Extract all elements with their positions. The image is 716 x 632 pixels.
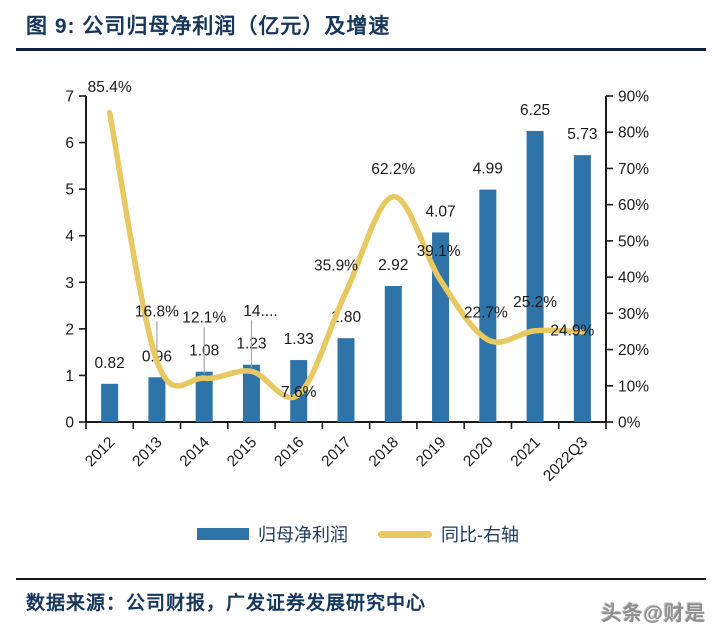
right-axis-tick-label: 30% [618, 306, 649, 323]
pct-value-label: 22.7% [464, 304, 508, 321]
bar-value-label: 2.92 [378, 257, 408, 274]
left-axis-tick-label: 4 [65, 228, 74, 245]
x-axis-label: 2018 [366, 434, 402, 470]
bar-value-label: 5.73 [567, 126, 597, 143]
yoy-growth-line [106, 109, 586, 400]
bar-2014 [195, 371, 213, 422]
pct-value-label: 85.4% [88, 79, 132, 96]
bar-value-label: 0.82 [95, 355, 125, 372]
left-axis-tick-label: 5 [65, 182, 74, 199]
x-axis-label: 2012 [82, 434, 118, 470]
x-axis-label: 2020 [460, 434, 497, 471]
x-axis-label: 2015 [224, 434, 260, 470]
chart-legend: 归母净利润 同比-右轴 [0, 521, 716, 547]
bar-2013 [148, 377, 166, 422]
x-axis-label: 2017 [318, 434, 354, 470]
right-axis-tick-label: 40% [618, 270, 649, 287]
legend-label-net-profit: 归母净利润 [258, 525, 348, 545]
x-axis-label: 2016 [271, 434, 307, 470]
figure-title: 图 9: 公司归母净利润（亿元）及增速 [26, 15, 391, 38]
right-axis-tick-label: 10% [618, 378, 649, 395]
left-axis-tick-label: 2 [65, 321, 74, 338]
right-axis-tick-label: 20% [618, 342, 649, 359]
footer-divider [16, 578, 706, 580]
legend-label-yoy: 同比-右轴 [441, 525, 519, 545]
right-axis-tick-label: 70% [618, 161, 649, 178]
pct-value-label: 7.6% [281, 384, 317, 401]
title-divider [16, 48, 706, 51]
left-axis-tick-label: 6 [65, 135, 74, 152]
x-axis-label: 2019 [413, 434, 449, 470]
bar-2021 [526, 130, 544, 422]
bar-value-label: 1.33 [284, 331, 314, 348]
legend-item-net-profit: 归母净利润 [197, 521, 348, 547]
left-axis-tick-label: 0 [65, 415, 74, 432]
bar-2019 [432, 232, 450, 422]
pct-value-label: 25.2% [513, 294, 557, 311]
pct-value-label: 12.1% [182, 310, 226, 327]
pct-value-label: 62.2% [371, 161, 415, 178]
bar-2022Q3 [573, 155, 591, 422]
right-axis-tick-label: 80% [618, 125, 649, 142]
bar-value-label: 6.25 [520, 102, 550, 119]
pct-value-label: 14.... [243, 303, 277, 320]
pct-value-label: 39.1% [417, 243, 461, 260]
right-axis-tick-label: 50% [618, 233, 649, 250]
right-axis-tick-label: 60% [618, 197, 649, 214]
line-series-swatch [378, 530, 432, 538]
bar-2012 [101, 383, 119, 422]
x-axis-label: 2013 [129, 434, 165, 470]
pct-value-label: 35.9% [314, 257, 358, 274]
right-axis-tick-label: 90% [618, 89, 649, 106]
bar-2015 [242, 364, 260, 422]
bar-value-label: 4.07 [425, 203, 455, 220]
data-source-note: 数据来源：公司财报，广发证券发展研究中心 [26, 593, 427, 614]
x-axis-label: 2022Q3 [540, 434, 591, 485]
legend-item-yoy: 同比-右轴 [378, 521, 519, 547]
bar-series-swatch [197, 528, 249, 540]
x-axis-label: 2021 [508, 434, 544, 470]
pct-value-label: 24.9% [550, 322, 594, 339]
bar-2020 [479, 189, 497, 422]
left-axis-tick-label: 7 [65, 89, 74, 106]
x-axis-label: 2014 [177, 434, 214, 471]
pct-value-label: 16.8% [135, 304, 179, 321]
watermark-text: 头条@财是 [601, 603, 706, 625]
bar-2018 [384, 286, 402, 422]
bar-value-label: 4.99 [473, 161, 503, 178]
left-axis-tick-label: 1 [65, 368, 74, 385]
left-axis-tick-label: 3 [65, 275, 74, 292]
right-axis-tick-label: 0% [618, 415, 641, 432]
bar-2017 [337, 338, 355, 422]
